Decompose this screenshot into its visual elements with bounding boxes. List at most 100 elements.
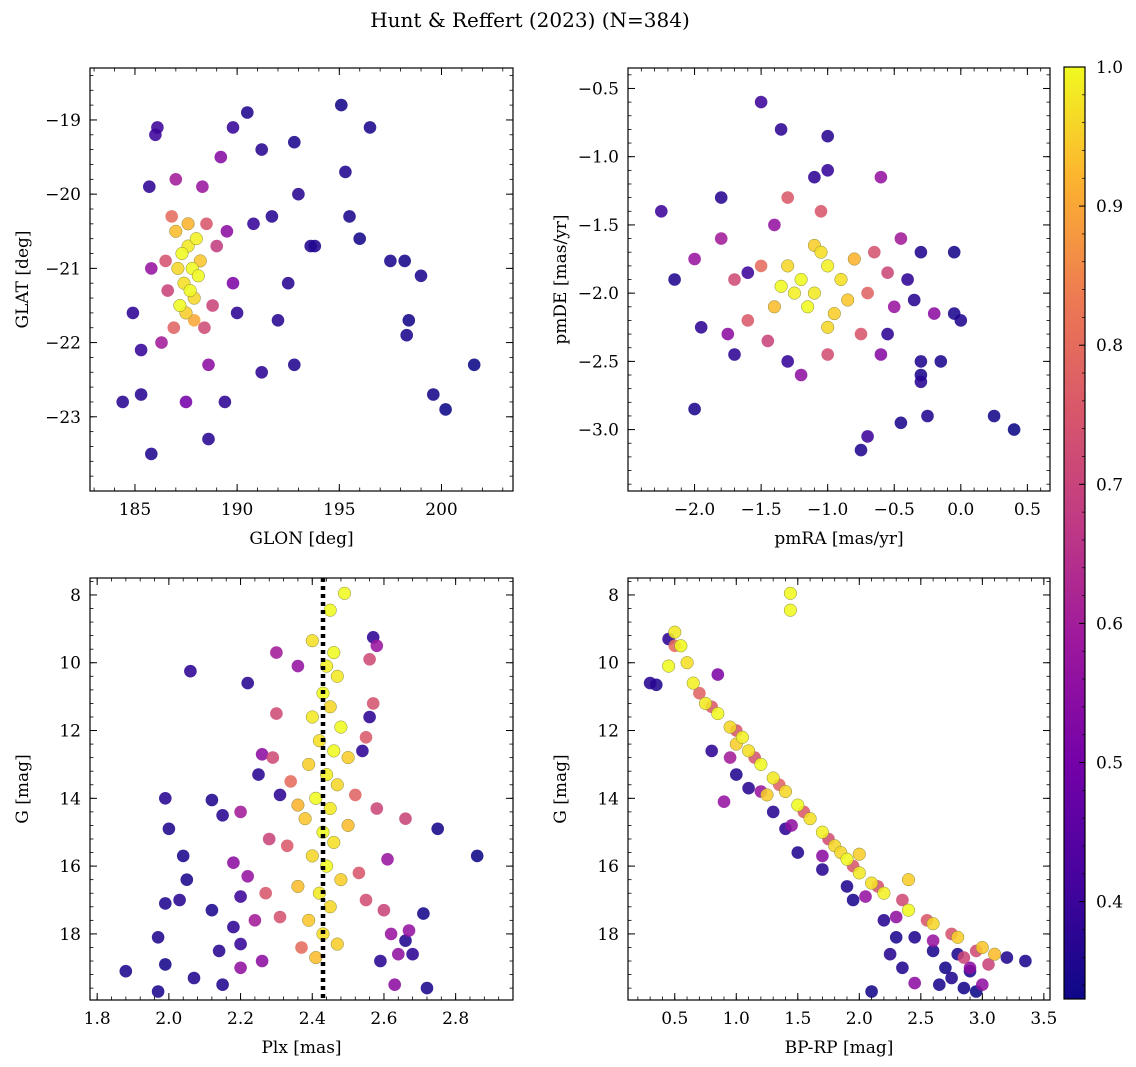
- data-point: [134, 388, 148, 401]
- data-point: [791, 798, 805, 812]
- data-point: [808, 170, 821, 184]
- x-tick-label: 0.5: [661, 1009, 688, 1029]
- data-point: [356, 744, 369, 758]
- data-point: [896, 961, 909, 975]
- data-point: [865, 876, 879, 890]
- data-point: [847, 252, 861, 266]
- data-point: [295, 941, 308, 954]
- data-point: [165, 210, 178, 223]
- data-point: [785, 819, 798, 832]
- data-point: [662, 659, 676, 673]
- data-point: [783, 586, 797, 600]
- data-point: [742, 744, 756, 758]
- y-axis-label: G [mag]: [551, 754, 571, 823]
- data-point: [894, 416, 908, 430]
- data-point: [976, 978, 989, 991]
- data-point: [181, 217, 195, 231]
- y-tick-label: −0.5: [578, 79, 619, 99]
- data-point: [119, 964, 133, 978]
- x-tick-label: 2.8: [442, 1009, 469, 1029]
- y-tick-label: 18: [597, 925, 619, 945]
- data-point: [714, 191, 728, 204]
- data-point: [791, 846, 805, 859]
- data-point: [323, 900, 337, 914]
- data-point: [252, 768, 265, 781]
- y-tick-label: −21: [45, 259, 81, 279]
- data-point: [363, 121, 377, 134]
- data-point: [248, 914, 262, 927]
- data-point: [155, 336, 168, 349]
- data-point: [1000, 951, 1014, 964]
- points-glon-glat: [116, 98, 481, 461]
- data-point: [312, 734, 326, 748]
- data-point: [171, 261, 185, 275]
- data-point: [816, 849, 829, 863]
- data-point: [161, 284, 174, 297]
- points-pmra-pmde: [655, 95, 1021, 457]
- data-point: [305, 849, 319, 863]
- data-point: [907, 293, 921, 307]
- data-point: [926, 934, 940, 947]
- x-tick-label: 3.0: [969, 1009, 996, 1029]
- data-point: [868, 245, 881, 259]
- data-point: [889, 910, 903, 924]
- data-point: [470, 849, 484, 863]
- x-tick-label: −2.0: [674, 500, 715, 520]
- data-point: [234, 961, 247, 975]
- x-axis-label: BP-RP [mag]: [785, 1038, 894, 1058]
- data-point: [781, 191, 794, 204]
- data-point: [840, 880, 854, 893]
- x-tick-label: −1.0: [807, 500, 848, 520]
- data-point: [198, 321, 211, 335]
- y-tick-label: −19: [45, 111, 81, 131]
- data-point: [335, 98, 348, 112]
- data-point: [334, 873, 348, 887]
- x-tick-label: 3.5: [1030, 1009, 1057, 1029]
- data-point: [787, 286, 801, 300]
- data-point: [881, 266, 894, 280]
- data-point: [284, 775, 298, 788]
- data-point: [705, 744, 718, 758]
- data-point: [291, 798, 305, 812]
- data-point: [327, 835, 341, 849]
- y-tick-label: 12: [597, 722, 619, 742]
- x-tick-label: 2.6: [370, 1009, 397, 1029]
- data-point: [159, 897, 172, 910]
- data-point: [987, 409, 1001, 423]
- data-point: [680, 656, 694, 670]
- x-tick-label: 195: [323, 500, 355, 520]
- data-point: [728, 273, 741, 286]
- points-cmd: [643, 586, 1032, 998]
- data-point: [754, 259, 768, 273]
- y-tick-label: 10: [597, 654, 619, 674]
- data-point: [205, 793, 219, 807]
- data-point: [694, 321, 708, 334]
- data-point: [414, 269, 428, 283]
- data-point: [927, 307, 941, 320]
- data-point: [202, 432, 215, 446]
- data-point: [216, 978, 229, 991]
- data-point: [766, 805, 780, 819]
- data-point: [427, 388, 440, 401]
- data-point: [794, 272, 808, 287]
- x-tick-label: 1.8: [84, 1009, 111, 1029]
- data-point: [392, 947, 405, 961]
- data-point: [887, 300, 901, 314]
- data-point: [741, 266, 755, 280]
- data-point: [330, 778, 344, 792]
- data-point: [384, 927, 398, 941]
- data-point: [807, 286, 821, 300]
- data-point: [781, 355, 794, 368]
- data-point: [914, 375, 928, 389]
- data-point: [402, 924, 416, 937]
- data-point: [159, 958, 172, 971]
- data-point: [883, 947, 897, 961]
- data-point: [227, 920, 240, 934]
- data-point: [273, 910, 287, 924]
- colorbar-tick-label: 0.5: [1096, 754, 1123, 774]
- data-point: [134, 343, 148, 357]
- data-point: [341, 751, 355, 765]
- x-axis-label: Plx [mas]: [261, 1038, 341, 1058]
- data-point: [176, 849, 190, 863]
